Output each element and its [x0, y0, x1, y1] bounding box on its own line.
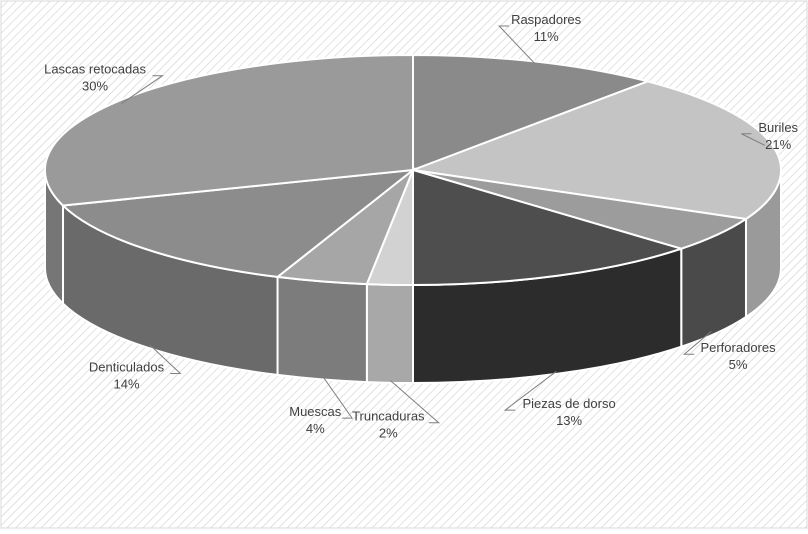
label-percent-raspadores: 11%: [534, 29, 559, 44]
label-category-buriles: Buriles: [758, 120, 798, 135]
pie-side-truncaduras: [365, 283, 414, 385]
leader-line-buriles: [741, 133, 766, 146]
label-category-muescas: Muescas: [289, 404, 342, 419]
label-percent-buriles: 21%: [765, 137, 791, 152]
label-percent-lascas-retocadas: 30%: [82, 79, 108, 94]
leader-line-raspadores: [497, 25, 536, 65]
label-percent-piezas-de-dorso: 13%: [556, 413, 582, 428]
leader-line-piezas-de-dorso: [503, 371, 557, 411]
pie-slice-lascas-retocadas: [44, 53, 414, 207]
leader-line-perforadores: [682, 330, 712, 355]
label-category-denticulados: Denticulados: [89, 359, 165, 374]
leader-line-muescas: [322, 376, 354, 419]
label-percent-denticulados: 14%: [113, 376, 139, 391]
label-category-piezas-de-dorso: Piezas de dorso: [522, 396, 615, 411]
pie-side-muescas: [276, 275, 368, 384]
leader-line-denticulados: [149, 344, 182, 374]
label-category-raspadores: Raspadores: [511, 12, 582, 27]
label-percent-truncaduras: 2%: [379, 426, 398, 441]
pie-slice-buriles: [409, 80, 782, 221]
label-percent-muescas: 4%: [306, 421, 325, 436]
leader-line-truncaduras: [390, 380, 441, 424]
data-labels: Raspadores 11% Buriles 21% Perforadores 5% Pie…: [44, 12, 798, 441]
label-category-lascas-retocadas: Lascas retocadas: [44, 62, 146, 77]
pie-slice-piezas-de-dorso: [412, 168, 685, 287]
leader-line-lascas-retocadas: [120, 75, 165, 105]
pie-slice-raspadores: [412, 53, 651, 172]
label-percent-perforadores: 5%: [729, 357, 748, 372]
pie-group: [44, 53, 782, 385]
label-category-truncaduras: Truncaduras: [352, 409, 425, 424]
label-category-perforadores: Perforadores: [700, 340, 776, 355]
